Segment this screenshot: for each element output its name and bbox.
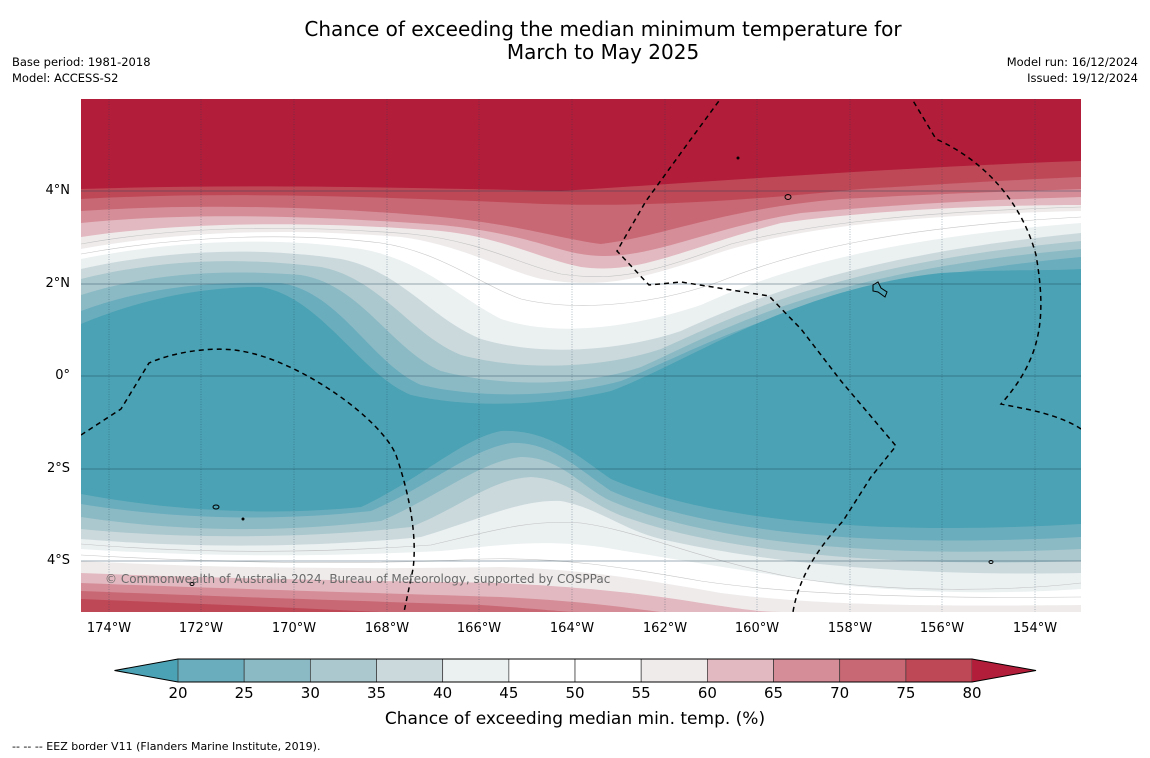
lat-label-2n: 2°N — [45, 276, 71, 291]
lon-label-172w: 172°W — [178, 621, 224, 636]
meta-left: Base period: 1981-2018 Model: ACCESS-S2 — [12, 54, 151, 86]
lat-label-4s: 4°S — [46, 553, 70, 568]
colorbar-segment — [508, 658, 576, 683]
model-text: Model: ACCESS-S2 — [12, 71, 119, 85]
colorbar-segment — [309, 658, 377, 683]
lon-label-170w: 170°W — [271, 621, 317, 636]
colorbar-tick-label: 55 — [631, 684, 651, 702]
title-line-1: Chance of exceeding the median minimum t… — [304, 17, 902, 41]
colorbar-tick-label: 65 — [763, 684, 784, 702]
copyright-notice: © Commonwealth of Australia 2024, Bureau… — [105, 572, 611, 586]
colorbar-segment — [177, 658, 245, 683]
colorbar-segment — [839, 658, 907, 683]
colorbar-outline — [114, 658, 1037, 683]
probability-map: © Commonwealth of Australia 2024, Bureau… — [81, 99, 1081, 612]
eez-borders — [81, 99, 1081, 612]
colorbar-segment — [773, 658, 841, 683]
island-5 — [189, 582, 195, 586]
colorbar-segment — [442, 658, 510, 683]
colorbar-tick-label: 20 — [168, 684, 188, 702]
lon-label-174w: 174°W — [86, 621, 132, 636]
lon-label-168w: 168°W — [364, 621, 410, 636]
colorbar-label: Chance of exceeding median min. temp. (%… — [384, 709, 766, 729]
colorbar-segment — [376, 658, 444, 683]
colorbar-extension-high — [972, 659, 1036, 682]
island-6 — [736, 156, 740, 160]
issued-text: Issued: 19/12/2024 — [1027, 71, 1138, 85]
lon-label-166w: 166°W — [456, 621, 502, 636]
island-1 — [784, 194, 792, 200]
colorbar-segment — [707, 658, 774, 683]
colorbar-tick-label: 75 — [896, 684, 916, 702]
colorbar-segments — [114, 658, 1036, 683]
lat-label-2s: 2°S — [46, 461, 70, 476]
colorbar-segment — [574, 658, 642, 683]
island-2 — [872, 281, 888, 298]
colorbar-segment — [640, 658, 708, 683]
island-4 — [988, 560, 994, 564]
meta-right: Model run: 16/12/2024 Issued: 19/12/2024 — [1007, 54, 1138, 86]
map-title: Chance of exceeding the median minimum t… — [0, 18, 1150, 64]
colorbar-tick-label: 35 — [366, 684, 387, 702]
colorbar-segment — [243, 658, 311, 683]
eez-legend-note: -- -- -- EEZ border V11 (Flanders Marine… — [12, 740, 321, 753]
lon-label-164w: 164°W — [549, 621, 595, 636]
lon-label-162w: 162°W — [642, 621, 688, 636]
title-line-2: March to May 2025 — [506, 40, 700, 64]
colorbar-tick-label: 40 — [433, 684, 453, 702]
colorbar-tick-label: 70 — [830, 684, 850, 702]
colorbar-extension-low — [114, 659, 178, 682]
colorbar-tick-label: 80 — [962, 684, 982, 702]
colorbar-segment — [905, 658, 973, 683]
colorbar-tick-label: 45 — [499, 684, 519, 702]
base-period-text: Base period: 1981-2018 — [12, 55, 151, 69]
lon-label-154w: 154°W — [1012, 621, 1058, 636]
island-7 — [241, 517, 245, 521]
islands — [189, 156, 994, 586]
colorbar-tick-label: 50 — [565, 684, 585, 702]
lon-label-156w: 156°W — [919, 621, 965, 636]
map-svg — [81, 99, 1081, 612]
island-3 — [212, 504, 220, 510]
lat-label-0: 0° — [55, 368, 70, 383]
lon-label-160w: 160°W — [734, 621, 780, 636]
model-run-text: Model run: 16/12/2024 — [1006, 55, 1138, 69]
colorbar-tick-label: 60 — [697, 684, 717, 702]
lon-label-158w: 158°W — [827, 621, 873, 636]
colorbar-tick-label: 30 — [300, 684, 320, 702]
lat-label-4n: 4°N — [45, 183, 71, 198]
contour-lines — [81, 206, 1081, 598]
latitude-lines — [81, 190, 1081, 562]
colorbar-tick-label: 25 — [234, 684, 254, 702]
band-75-80-south — [81, 599, 381, 612]
graticule — [108, 99, 1036, 612]
colorbar — [114, 658, 1037, 683]
